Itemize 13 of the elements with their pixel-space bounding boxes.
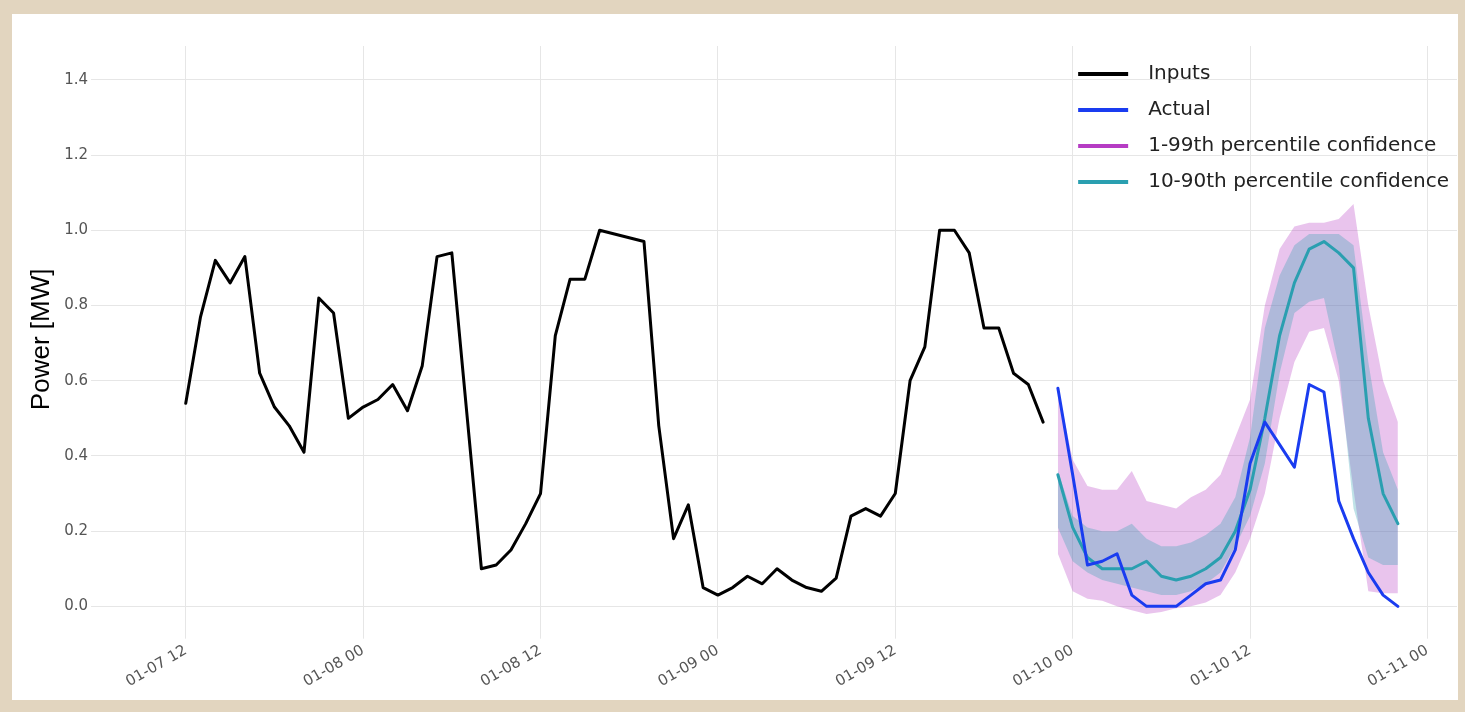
y-tick-label: 1.2 bbox=[64, 144, 89, 163]
y-tick-label: 0.8 bbox=[64, 295, 89, 314]
legend-label: Inputs bbox=[1148, 60, 1211, 85]
legend-label: 1-99th percentile confidence bbox=[1148, 132, 1437, 157]
y-tick-label: 1.0 bbox=[64, 220, 89, 239]
y-tick-label: 0.0 bbox=[64, 596, 89, 615]
legend-label: 10-90th percentile confidence bbox=[1148, 168, 1450, 193]
legend-label: Actual bbox=[1148, 96, 1211, 121]
y-tick-label: 1.4 bbox=[64, 69, 89, 88]
y-axis-title: Power [MW] bbox=[24, 268, 55, 411]
y-tick-label: 0.2 bbox=[64, 521, 89, 540]
y-tick-label: 0.4 bbox=[64, 445, 89, 464]
y-tick-label: 0.6 bbox=[64, 370, 89, 389]
